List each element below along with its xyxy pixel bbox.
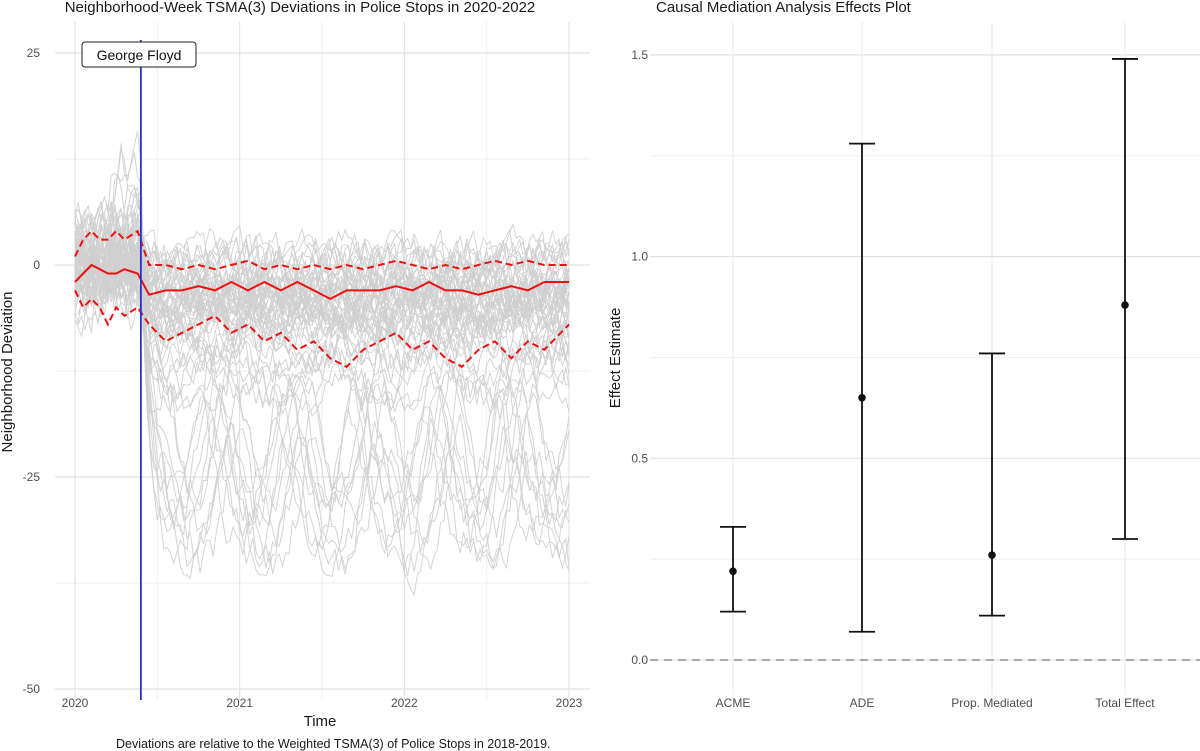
neighborhood-line	[74, 204, 570, 292]
neighborhood-line	[74, 220, 570, 319]
summary-lines	[74, 229, 570, 369]
x-tick-label: Total Effect	[1095, 696, 1155, 710]
event-label-box	[81, 41, 197, 68]
point-estimate	[729, 567, 737, 576]
neighborhood-line	[74, 201, 570, 276]
left-y-axis-label: Neighborhood Deviation	[0, 292, 16, 453]
errorbar-total-effect	[1112, 58, 1138, 540]
neighborhood-line	[74, 251, 570, 333]
neighborhood-line	[74, 130, 570, 507]
x-tick-label: 2023	[556, 696, 583, 710]
neighborhood-line	[74, 173, 570, 558]
x-tick-label: ACME	[716, 696, 751, 710]
caption: Deviations are relative to the Weighted …	[116, 737, 551, 751]
right-ticks: 0.0 0.5 1.0 1.5 ACME ADE Prop. Mediated Total E…	[631, 48, 1155, 710]
left-chart-title: Neighborhood-Week TSMA(3) Deviations in …	[65, 0, 536, 16]
y-tick-label: 1.0	[631, 250, 648, 264]
y-tick-label: 1.5	[631, 48, 648, 62]
errorbar-prop-mediated	[979, 352, 1005, 617]
x-tick-label: 2021	[226, 696, 253, 710]
x-tick-label: ADE	[850, 696, 875, 710]
event-label: George Floyd	[81, 41, 197, 68]
neighborhood-line	[74, 258, 570, 419]
y-tick-label: 0	[33, 258, 40, 272]
upper-band-line	[74, 229, 569, 271]
right-chart-title: Causal Mediation Analysis Effects Plot	[656, 0, 912, 16]
y-tick-label: -25	[23, 470, 41, 484]
neighborhood-line	[74, 237, 570, 306]
neighborhood-line	[74, 242, 570, 548]
left-ticks: 25 0 -25 -50 2020 2021 2022 2023	[23, 46, 583, 710]
neighborhood-line	[74, 202, 570, 361]
error-bars	[720, 58, 1138, 633]
errorbar-acme	[720, 525, 746, 613]
y-tick-label: -50	[23, 682, 41, 696]
neighborhood-line	[74, 209, 570, 357]
right-y-axis-label: Effect Estimate	[607, 308, 624, 409]
neighborhood-line	[74, 229, 570, 318]
mediation-panel: Causal Mediation Analysis Effects Plot 0…	[607, 0, 1200, 710]
neighborhood-line	[74, 227, 570, 360]
neighborhood-line	[74, 185, 570, 597]
y-tick-label: 0.5	[631, 451, 648, 465]
y-tick-label: 0.0	[631, 653, 648, 667]
point-estimate	[1121, 301, 1129, 309]
neighborhood-line	[74, 243, 570, 394]
left-x-axis-label: Time	[304, 713, 337, 730]
neighborhood-lines	[74, 130, 570, 597]
neighborhood-line	[74, 184, 570, 577]
y-tick-label: 25	[27, 46, 41, 60]
neighborhood-line	[74, 248, 570, 414]
event-label-text: George Floyd	[97, 47, 182, 63]
errorbar-ade	[849, 142, 875, 633]
neighborhood-line	[74, 216, 570, 306]
neighborhood-line	[74, 242, 570, 321]
x-tick-label: 2020	[62, 696, 89, 710]
point-estimate	[858, 393, 866, 402]
neighborhood-line	[74, 203, 570, 578]
neighborhood-line	[74, 256, 570, 405]
neighborhood-line	[74, 255, 570, 414]
mean-line	[74, 263, 569, 301]
point-estimate	[988, 551, 996, 559]
lower-band-line	[74, 289, 570, 369]
neighborhood-line	[74, 186, 570, 575]
neighborhood-line	[74, 238, 570, 547]
x-tick-label: Prop. Mediated	[951, 696, 1032, 710]
x-tick-label: 2022	[391, 696, 418, 710]
time-series-panel: Neighborhood-Week TSMA(3) Deviations in …	[0, 0, 590, 751]
